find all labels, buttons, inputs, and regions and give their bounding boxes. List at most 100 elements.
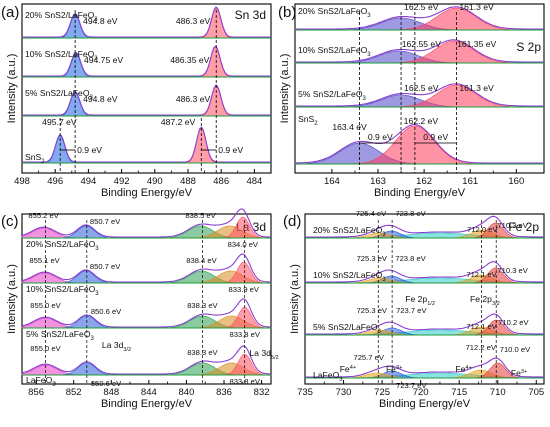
panel-d: 735 730 725 720 715 710 705 Binding Energy/eV In… [283, 209, 545, 410]
peak-label: 850.6 eV [91, 307, 122, 316]
envelope-fit [22, 45, 271, 77]
sample-label: 20% SnS2/LaFeO3 [25, 10, 98, 23]
envelope-fit [21, 345, 271, 375]
peak-label: 162.5 eV [404, 83, 439, 93]
spin-orbit-label: La 3d5/2 [249, 348, 278, 361]
x-tick-label: 715 [451, 387, 467, 398]
x-tick-label: 710 [490, 387, 506, 398]
peak-label: 838.5 eV [185, 211, 216, 220]
peak-label: 850.6 eV [91, 379, 122, 388]
peak-label: 162.2 eV [404, 116, 439, 126]
x-tick-label: 161 [462, 176, 478, 187]
sample-label: SnS2 [298, 114, 318, 127]
sample-label: 10% SnS2/LaFeO3 [26, 284, 99, 297]
x-tick-label: 735 [297, 387, 313, 398]
peak-label: 161.3 eV [459, 2, 494, 12]
peak-label: 723.7 eV [396, 306, 427, 315]
shift-label: 0.9 eV [77, 145, 102, 155]
peak-label: 710.3 eV [497, 266, 528, 275]
sample-label: 10% SnS2/LaFeO3 [25, 49, 98, 62]
plot-frame [294, 3, 545, 174]
x-tick-label: 705 [528, 387, 544, 398]
peak-label: 710.2 eV [498, 318, 529, 327]
envelope-fit [305, 215, 544, 238]
envelope-fit [21, 208, 272, 238]
peak-label: 710.3 eV [497, 221, 528, 230]
peak-label: 487.2 eV [161, 117, 196, 127]
sample-label: 5% SnS2/LaFeO3 [313, 322, 382, 335]
x-tick-label: 836 [216, 387, 232, 398]
x-tick-label: 488 [180, 176, 196, 187]
x-tick-label: 484 [246, 176, 262, 187]
x-tick-label: 725 [374, 387, 390, 398]
panel-b: 164 163 162 161 160 Binding Energy/eV Intensit… [278, 2, 545, 199]
peak-label: 494.8 eV [83, 16, 118, 26]
peak-label: 838.3 eV [187, 348, 218, 357]
peak-label: 850.7 eV [90, 217, 121, 226]
panel-label: (d) [283, 213, 301, 230]
x-tick-label: 832 [254, 387, 270, 398]
shift-label: 0.9 eV [218, 145, 243, 155]
envelope-fit [21, 298, 271, 328]
peak-label: 710.0 eV [500, 345, 531, 354]
x-tick-label: 720 [413, 387, 429, 398]
envelope-fit [295, 6, 544, 30]
sample-label: LaFeO3 [26, 375, 56, 388]
shift-label: 0.9 eV [423, 132, 448, 142]
envelope-fit [22, 84, 271, 116]
peak-label: 712.0 eV [467, 225, 498, 234]
peak-label: 838.4 eV [186, 256, 217, 265]
peak-label: 162.5 eV [404, 2, 439, 12]
peak-label: 725.4 eV [356, 209, 387, 218]
peak-label: 723.8 eV [395, 254, 426, 263]
peak-label: 163.4 eV [332, 122, 367, 132]
sample-label: 5% SnS2/LaFeO3 [26, 329, 95, 342]
x-tick-label: 496 [47, 176, 63, 187]
x-axis-label: Binding Energy/eV [379, 398, 471, 410]
peak-label: 712.1 eV [466, 270, 497, 279]
envelope-fit [295, 83, 544, 107]
sample-label: 20% SnS2/LaFeO3 [298, 6, 371, 19]
peak-label: 486.3 eV [176, 16, 211, 26]
peak-label: 161.3 eV [459, 83, 494, 93]
x-tick-label: 498 [14, 176, 30, 187]
sample-label: 20% SnS2/LaFeO3 [313, 225, 386, 238]
envelope-fit [305, 261, 544, 283]
x-tick-label: 730 [336, 387, 352, 398]
peak-label: 850.7 eV [90, 262, 121, 271]
oxidation-label: Fe3+ [511, 368, 527, 378]
peak-label: 486.35 eV [170, 55, 209, 65]
oxidation-label: Fe4+ [455, 364, 471, 374]
envelope-fit [22, 6, 271, 38]
envelope-fit [305, 313, 544, 335]
x-tick-label: 162 [416, 176, 432, 187]
peak-label: 723.7 eV [396, 381, 427, 390]
plot-frame [304, 213, 545, 385]
shift-label: 0.9 eV [368, 132, 393, 142]
envelope-fit [295, 124, 544, 164]
peak-label: 494.8 eV [83, 94, 118, 104]
y-axis-label: Intensity (a.u.) [6, 264, 18, 334]
panel-label: (a) [1, 4, 19, 21]
peak-label: 161.35 eV [457, 39, 496, 49]
peak-label: 833.8 eV [229, 330, 260, 339]
x-tick-label: 856 [28, 387, 44, 398]
x-axis-label: Binding Energy/eV [101, 398, 193, 410]
y-axis-label: Intensity (a.u.) [6, 54, 18, 124]
panel-c: 856 852 848 844 840 836 832 Binding Energy/eV In… [1, 208, 279, 410]
peak-label: 838.3 eV [187, 301, 218, 310]
peak-label: 833.9 eV [229, 285, 260, 294]
x-tick-label: 163 [370, 176, 386, 187]
x-tick-label: 164 [324, 176, 340, 187]
y-axis-label: Intensity (a.u.) [289, 264, 301, 334]
peak-label: 725.3 eV [357, 306, 388, 315]
sample-label: SnS2 [25, 152, 45, 165]
x-tick-label: 494 [80, 176, 96, 187]
spin-orbit-label: Fe 2p3/2 [470, 294, 500, 307]
peak-label: 855.0 eV [30, 301, 61, 310]
peak-label: 486.3 eV [176, 94, 211, 104]
envelope-fit [22, 126, 271, 163]
peak-label: 855.0 eV [30, 344, 61, 353]
plot-frame [21, 3, 272, 174]
